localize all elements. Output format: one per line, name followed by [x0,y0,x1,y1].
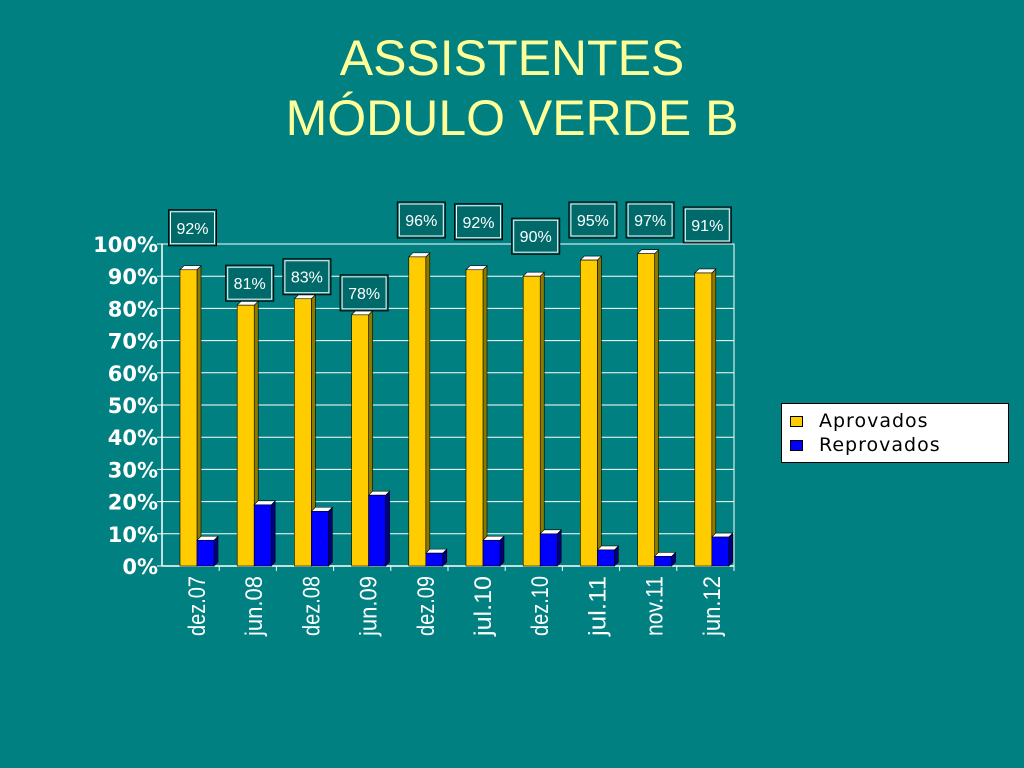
legend-swatch-aprovados [790,415,803,427]
y-tick-label: 90% [108,265,158,289]
data-label-text: 95% [577,213,609,230]
tick-labels: 0% 10% 20% 30% 40% 50% 60% 70% 80% 90% 100% dez.07 j… [93,233,726,637]
bar-reprovados [253,500,276,567]
bar-aprovados [522,271,545,567]
x-tick-label: jun.08 [241,576,268,637]
bar-aprovados [694,268,717,567]
y-tick-label: 80% [108,297,158,321]
y-tick-label: 50% [108,394,158,418]
data-label: 95% [568,201,618,239]
data-label: 92% [454,203,503,241]
bar-aprovados [408,252,431,567]
bar-aprovados [179,265,202,567]
y-tick-label: 60% [108,362,158,386]
bar-aprovados [465,265,488,567]
data-labels: 92% 81% 83% 78% 96% 92% 90% 95% 97% 91% [168,201,732,312]
slide-title: ASSISTENTES MÓDULO VERDE B [0,28,1024,148]
chart-legend: Aprovados Reprovados [781,403,1009,463]
bar-reprovados [310,506,334,567]
data-label-text: 97% [634,213,666,230]
data-label-text: 92% [176,221,208,238]
data-label: 78% [339,274,389,312]
data-label: 90% [511,217,561,255]
x-tick-label: jun.12 [699,576,726,637]
data-label: 81% [225,264,275,302]
slide-title-line-2: MÓDULO VERDE B [285,90,739,146]
legend-swatch-reprovados [790,439,803,451]
x-tick-label: dez.08 [298,576,325,636]
data-label-text: 91% [691,218,723,235]
x-tick-label: jul.10 [470,576,497,637]
bar-aprovados [636,248,660,567]
legend-label-reprovados: Reprovados [819,434,941,456]
legend-item-reprovados: Reprovados [790,433,1000,457]
bars [179,248,734,567]
data-label: 97% [625,201,675,239]
legend-label-aprovados: Aprovados [819,410,929,432]
bar-reprovados [367,490,391,567]
slide-title-line-1: ASSISTENTES [339,30,685,86]
data-label-text: 92% [462,215,494,232]
y-tick-label: 40% [108,426,158,450]
y-tick-label: 30% [108,458,158,482]
data-label-text: 78% [348,286,380,303]
bar-reprovados [711,532,734,567]
x-tick-label: jun.09 [356,576,383,637]
data-label-text: 81% [234,276,266,293]
x-tick-label: nov.11 [642,576,669,636]
bar-reprovados [196,535,219,567]
x-tick-label: dez.10 [527,576,554,636]
data-label: 91% [682,206,732,244]
legend-item-aprovados: Aprovados [790,409,1000,433]
data-label-text: 83% [291,270,323,287]
data-label: 92% [168,209,217,247]
data-label-text: 90% [520,229,552,246]
y-tick-label: 20% [108,491,158,515]
x-tick-label: jul.11 [584,576,611,637]
y-tick-label: 100% [93,233,158,257]
bar-reprovados [596,545,620,567]
bar-reprovados [425,548,448,567]
data-label-text: 96% [405,213,437,230]
bar-reprovados [539,529,562,567]
x-tick-label: dez.09 [413,576,440,636]
data-label: 83% [282,258,332,296]
bar-aprovados [579,255,603,567]
bar-reprovados [482,535,505,567]
y-tick-label: 0% [122,555,158,579]
data-label: 96% [396,201,446,239]
y-tick-label: 70% [108,330,158,354]
bar-reprovados [653,551,677,567]
y-tick-label: 10% [108,523,158,547]
x-tick-label: dez.07 [184,576,211,636]
